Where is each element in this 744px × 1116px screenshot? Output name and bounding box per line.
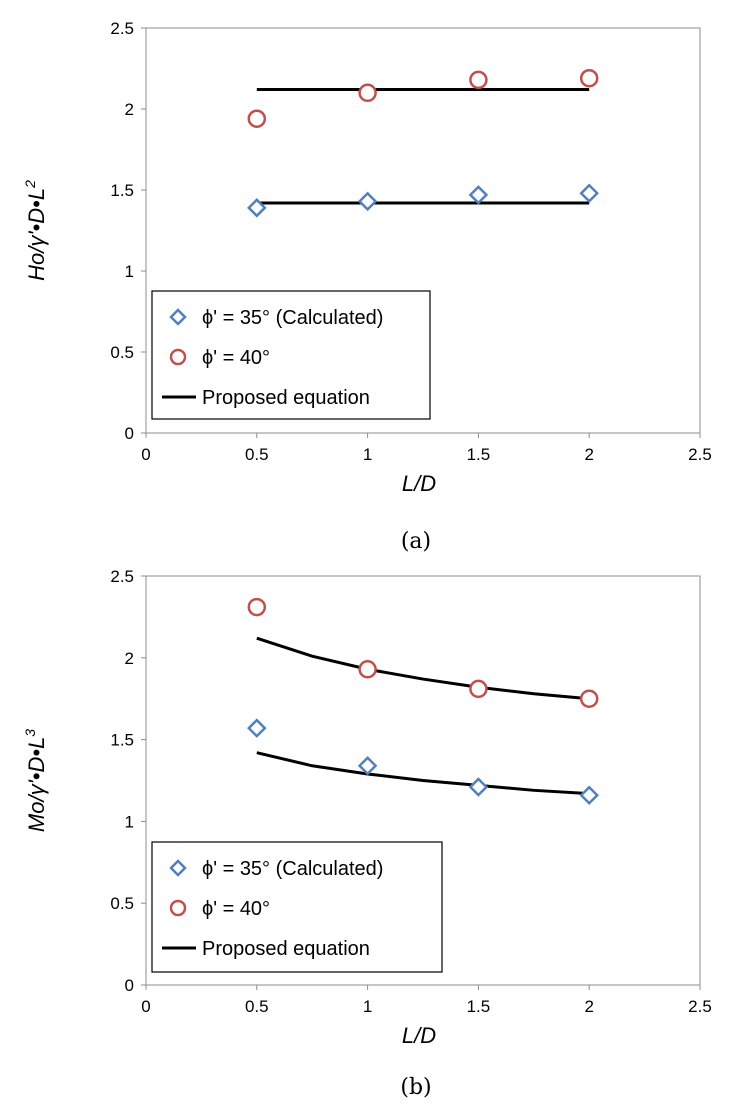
legend-box — [151, 841, 443, 973]
data-point-diamond — [468, 777, 489, 797]
series-2 — [256, 636, 590, 796]
y-tick-label: 1 — [125, 262, 134, 281]
x-axis-label: L/D — [402, 1023, 436, 1048]
data-point-circle — [358, 660, 377, 679]
proposed-equation-line — [256, 636, 590, 701]
y-axis-label: Ho/γ'•D•L2 — [22, 180, 49, 281]
x-tick-label: 1.5 — [467, 997, 491, 1016]
legend: ϕ' = 35° (Calculated) ϕ' = 40° Proposed eq… — [151, 290, 431, 420]
data-point-diamond — [247, 198, 267, 218]
legend-label: ϕ' = 40° — [202, 347, 270, 369]
y-tick-label: 2.5 — [110, 19, 134, 38]
figure-caption: (b) — [400, 1075, 431, 1100]
y-tick-label: 2 — [125, 100, 134, 119]
x-tick-label: 0 — [141, 997, 150, 1016]
y-axis-label-superscript: 2 — [22, 180, 38, 189]
y-axis-label: Mo/γ'•D•L3 — [22, 729, 49, 832]
series-2 — [256, 88, 590, 205]
legend-box — [151, 290, 431, 420]
y-tick-label: 1.5 — [110, 181, 134, 200]
legend-label: ϕ' = 40° — [202, 898, 270, 920]
data-point-circle — [469, 679, 488, 699]
data-point-diamond — [247, 718, 267, 738]
x-tick-label: 2 — [584, 997, 593, 1016]
legend-diamond-icon — [169, 308, 187, 326]
x-tick-label: 0.5 — [245, 445, 269, 464]
legend-label: ϕ' = 35° (Calculated) — [202, 307, 383, 329]
data-point-diamond — [468, 185, 489, 205]
y-tick-label: 2 — [125, 649, 134, 668]
plot-area — [145, 27, 701, 434]
data-point-diamond — [357, 191, 378, 212]
y-tick-label: 0 — [125, 976, 134, 995]
legend-circle-icon — [169, 348, 187, 366]
series-points-1 — [247, 68, 599, 128]
data-point-circle — [579, 689, 599, 708]
data-point-circle — [469, 70, 488, 90]
legend-label: ϕ' = 35° (Calculated) — [202, 858, 383, 880]
series-points-0 — [247, 718, 599, 805]
x-tick-label: 0.5 — [245, 997, 269, 1016]
data-point-circle — [247, 597, 267, 617]
y-tick-label: 1.5 — [110, 731, 134, 750]
y-tick-label: 0.5 — [110, 343, 134, 362]
data-point-diamond — [357, 756, 378, 776]
series-points-0 — [247, 183, 599, 218]
legend-circle-icon — [169, 899, 187, 917]
plot-area — [145, 575, 701, 986]
legend-diamond-icon — [169, 859, 187, 877]
y-axis-label-main: Ho/γ'•D•L — [24, 188, 49, 281]
legend-label: Proposed equation — [202, 387, 370, 409]
y-axis-label-superscript: 3 — [22, 729, 38, 737]
x-tick-label: 1.5 — [467, 445, 491, 464]
legend-label: Proposed equation — [202, 938, 370, 960]
figure-caption: (a) — [401, 529, 431, 554]
data-point-diamond — [579, 183, 599, 204]
y-tick-label: 0 — [125, 424, 134, 443]
x-tick-label: 1 — [363, 997, 372, 1016]
chart-a: 00.511.522.50 0.5 1 1.5 2 2.5L/DHo/γ'•D•L2(a)… — [22, 19, 712, 554]
legend: ϕ' = 35° (Calculated) ϕ' = 40° Proposed eq… — [151, 841, 443, 973]
chart-b: 0 0.5 1 1.5 2 2.5 0 0.5 1 1.5 2 2.5 L/D Mo/γ'•D•L3 (b)… — [22, 567, 712, 1100]
series-points-1 — [247, 597, 599, 708]
x-tick-label: 1 — [363, 445, 372, 464]
y-tick-label: 1 — [125, 812, 134, 831]
x-tick-label: 2.5 — [688, 997, 712, 1016]
x-tick-label: 2 — [584, 445, 593, 464]
data-point-circle — [358, 83, 377, 103]
x-axis-label: L/D — [402, 471, 436, 496]
data-point-circle — [579, 68, 599, 88]
x-tick-label: 0 — [141, 445, 150, 464]
y-tick-label: 0.5 — [110, 894, 134, 913]
data-point-diamond — [579, 785, 599, 805]
x-tick-label: 2.5 — [688, 445, 712, 464]
y-axis-label-main: Mo/γ'•D•L — [24, 737, 49, 832]
proposed-equation-line — [256, 751, 590, 796]
y-tick-label: 2.5 — [110, 567, 134, 586]
data-point-circle — [247, 109, 267, 128]
